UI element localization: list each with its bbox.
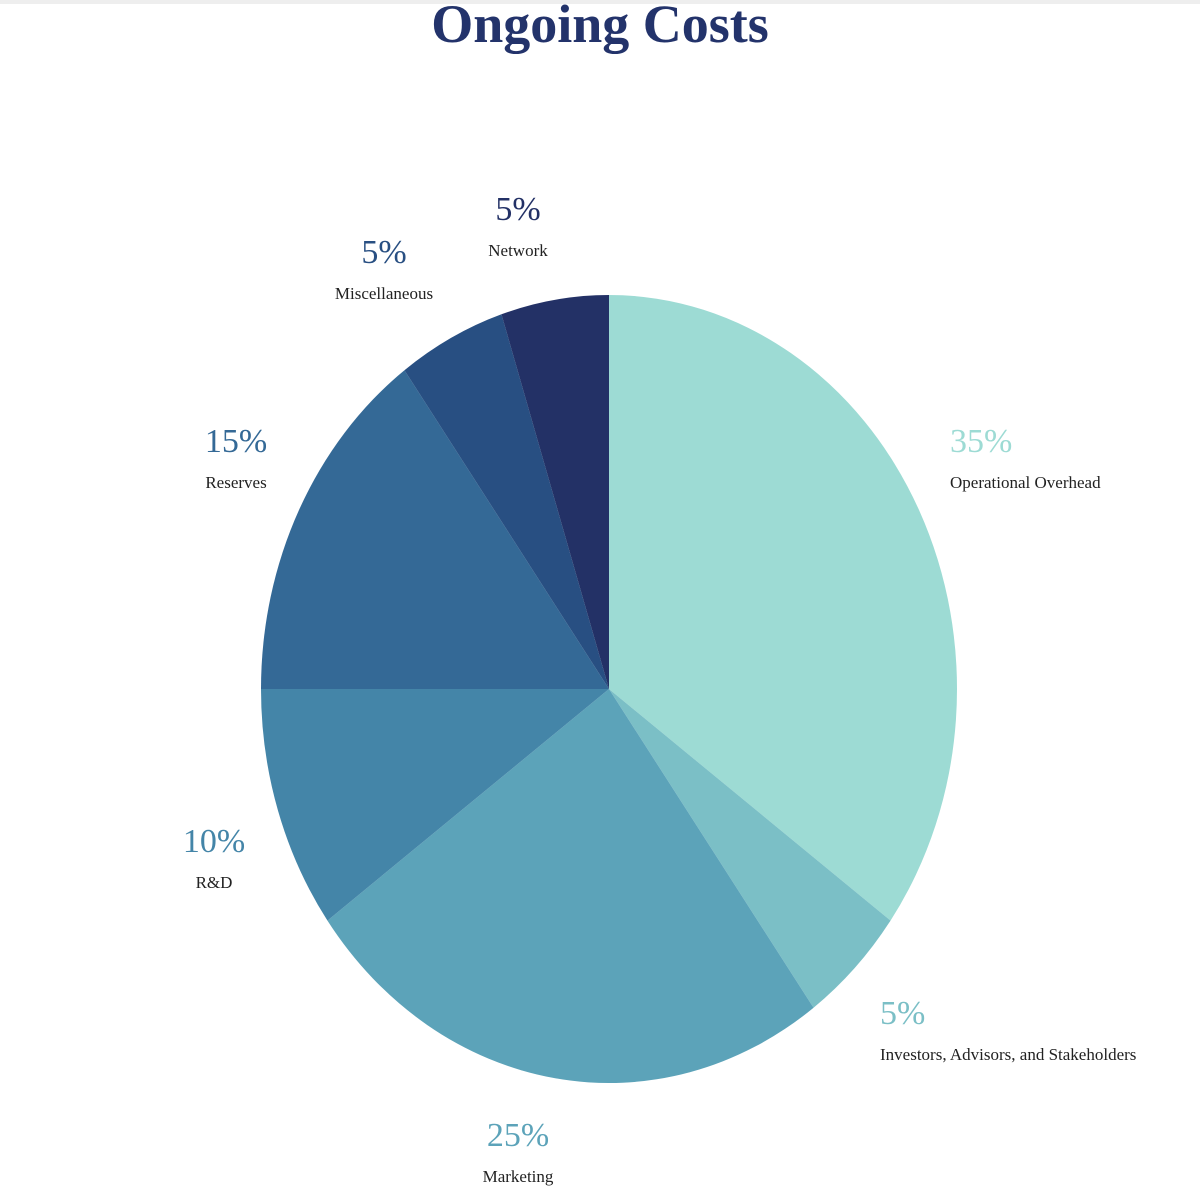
pie-labels: 35% Operational Overhead 5% Investors, Advi…: [183, 191, 1137, 1186]
slice-value-label-miscellaneous: 5%: [361, 234, 406, 271]
top-border: [0, 0, 1200, 4]
pie-slice-marketing[interactable]: [327, 689, 814, 1084]
slice-value-label-investors-advisors-and-stakeholders: 5%: [880, 995, 925, 1032]
pie-slice-investors-advisors-and-stakeholders[interactable]: [609, 689, 891, 1008]
pie-slice-miscellaneous[interactable]: [404, 314, 609, 689]
pie-slice-operational-overhead[interactable]: [609, 294, 958, 921]
slice-name-label-operational-overhead: Operational Overhead: [950, 473, 1101, 492]
pie-slice-network[interactable]: [501, 295, 609, 689]
slice-value-label-marketing: 25%: [487, 1117, 549, 1154]
slice-name-label-r-d: R&D: [196, 873, 233, 892]
slice-value-label-network: 5%: [495, 191, 540, 228]
slice-name-label-network: Network: [488, 241, 548, 260]
pie-slice-reserves[interactable]: [261, 370, 609, 689]
slice-name-label-reserves: Reserves: [205, 473, 266, 492]
slice-value-label-reserves: 15%: [205, 423, 267, 460]
slice-value-label-r-d: 10%: [183, 823, 245, 860]
chart-title: Ongoing Costs: [431, 0, 769, 54]
slice-name-label-marketing: Marketing: [483, 1167, 554, 1186]
pie-slices: [261, 294, 958, 1084]
pie-slice-r-d[interactable]: [261, 689, 609, 921]
slice-value-label-operational-overhead: 35%: [950, 423, 1012, 460]
slice-name-label-miscellaneous: Miscellaneous: [335, 284, 433, 303]
slice-name-label-investors-advisors-and-stakeholders: Investors, Advisors, and Stakeholders: [880, 1045, 1136, 1064]
